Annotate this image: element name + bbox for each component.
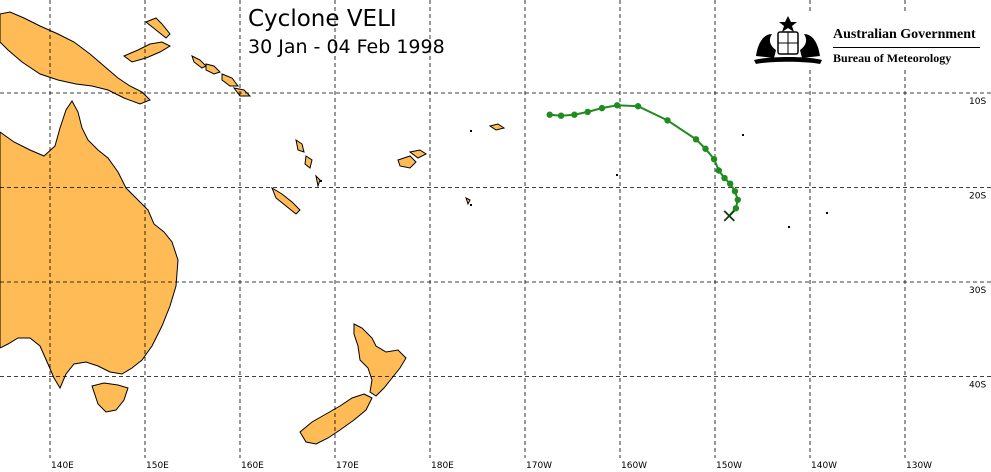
track-point [634, 103, 642, 110]
island-speck-6 [788, 226, 790, 228]
australia [0, 100, 179, 390]
tonga [465, 197, 471, 206]
longitude-label: 150E [146, 461, 169, 471]
longitude-label: 150W [716, 461, 742, 471]
new-caledonia [270, 186, 301, 215]
track-point [715, 167, 722, 174]
latitude-label: 10S [969, 97, 986, 107]
track-point [734, 196, 741, 203]
track-point [613, 102, 621, 109]
latitude-label: 40S [969, 381, 986, 391]
longitude-label: 170W [526, 461, 552, 471]
track-point [732, 205, 740, 212]
logo-text: Australian Government Bureau of Meteorol… [833, 26, 980, 66]
longitude-label: 170E [336, 461, 359, 471]
track-point [546, 111, 553, 118]
track-end-marker [723, 210, 735, 222]
track-point [571, 111, 578, 118]
new-zealand-south-island [299, 393, 373, 445]
track-point [692, 136, 700, 143]
solomon-island-1 [191, 55, 207, 69]
solomon-island-2 [205, 63, 221, 75]
longitude-label: 180E [431, 461, 454, 471]
new-ireland [145, 17, 171, 39]
new-britain [123, 41, 172, 63]
vanuatu-1 [295, 138, 305, 153]
new-zealand-north-island [353, 323, 407, 397]
solomon-island-4 [232, 87, 252, 97]
logo-bureau-text: Bureau of Meteorology [833, 51, 952, 65]
island-speck-1 [470, 130, 472, 132]
latitude-label: 20S [969, 192, 986, 202]
fiji-vanua-levu [408, 149, 427, 159]
track-point [557, 112, 565, 119]
longitude-label: 160E [241, 461, 264, 471]
track-point [664, 117, 671, 124]
new-guinea [0, 11, 151, 105]
island-speck-4 [826, 212, 828, 214]
cyclone-track [546, 102, 741, 222]
map-title: Cyclone VELI [248, 6, 397, 32]
longitude-label: 140W [811, 461, 837, 471]
track-point [727, 180, 734, 187]
island-speck-5 [470, 204, 472, 206]
logo-government-text: Australian Government [833, 27, 976, 42]
tasmania [91, 382, 129, 413]
track-point [731, 188, 739, 195]
grid-labels: 140E 150E 160E 170E 180E 170W 160W 150W 140W 130W… [51, 97, 986, 471]
lat-lon-grid [0, 0, 991, 458]
track-point [598, 104, 606, 112]
longitude-label: 160W [621, 461, 647, 471]
landmasses [0, 11, 828, 445]
longitude-label: 140E [51, 461, 74, 471]
bureau-logo: Australian Government Bureau of Meteorol… [748, 12, 984, 70]
samoa [488, 123, 506, 131]
island-speck-7 [320, 180, 322, 182]
title-block: Cyclone VELI 30 Jan - 04 Feb 1998 [248, 4, 445, 60]
track-line [549, 104, 739, 217]
solomon-island-3 [221, 73, 239, 87]
island-speck-2 [616, 174, 618, 176]
logo-divider [833, 47, 980, 48]
track-point [584, 108, 591, 116]
island-speck-3 [742, 134, 744, 136]
date-range: 30 Jan - 04 Feb 1998 [248, 36, 445, 58]
vanuatu-2 [304, 155, 313, 169]
coat-of-arms-icon [754, 16, 822, 64]
vanuatu-3 [315, 174, 321, 188]
longitude-label: 130W [906, 461, 932, 471]
fiji-viti-levu [397, 155, 417, 169]
track-point [702, 145, 709, 152]
track-point [721, 174, 728, 182]
latitude-label: 30S [969, 286, 986, 296]
track-point [710, 155, 718, 163]
